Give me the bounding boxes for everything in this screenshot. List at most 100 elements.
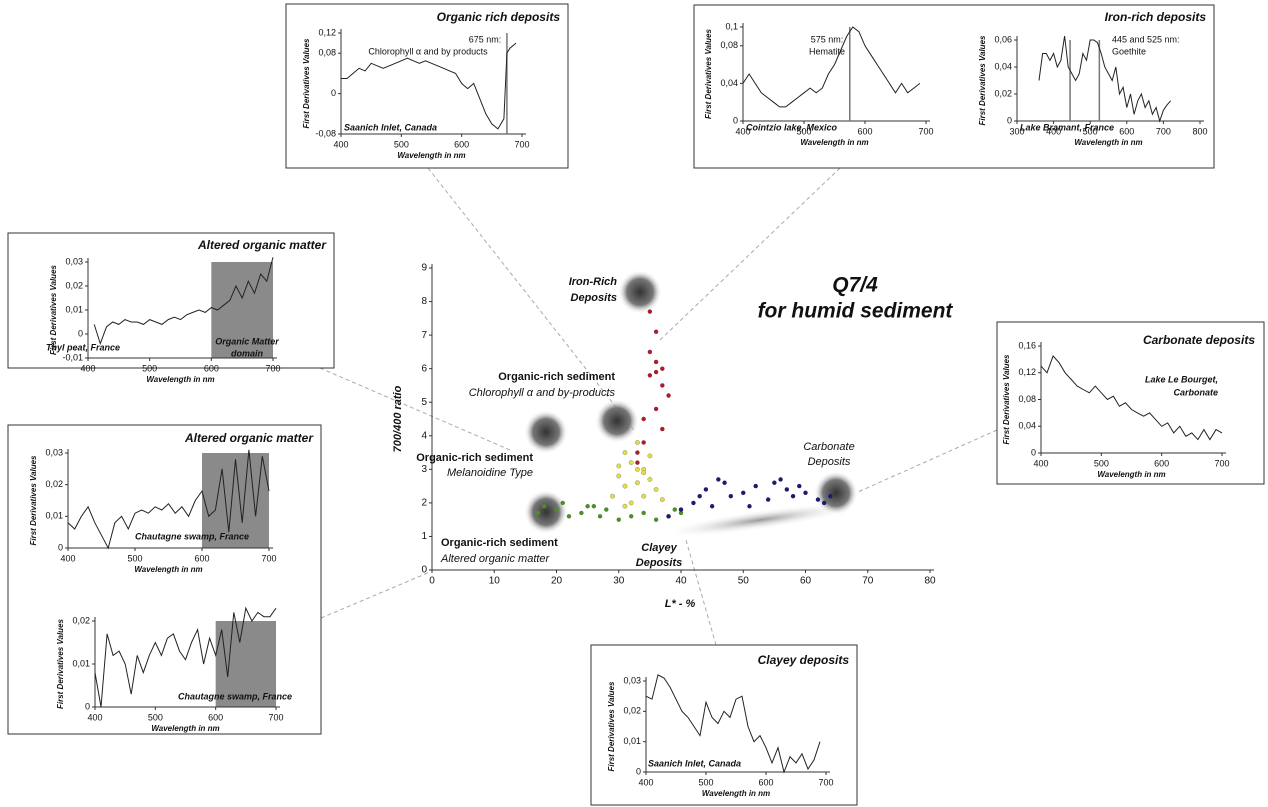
scatter-point bbox=[560, 500, 565, 506]
scatter-point bbox=[622, 483, 628, 489]
y-tick-label: 0,06 bbox=[994, 34, 1012, 44]
scatter-point bbox=[622, 503, 628, 509]
location-label: Saanich Inlet, Canada bbox=[648, 758, 741, 768]
y-tick-label: 0,03 bbox=[623, 675, 641, 685]
x-axis-label: Wavelength in nm bbox=[151, 724, 219, 733]
connector bbox=[685, 539, 717, 646]
scatter-point bbox=[697, 493, 702, 499]
y-tick-label: 0,08 bbox=[720, 40, 738, 50]
panel-box bbox=[285, 3, 569, 169]
scatter-point bbox=[647, 476, 653, 482]
scatter-point bbox=[678, 510, 684, 516]
x-axis-label: Wavelength in nm bbox=[146, 375, 214, 384]
x-tick-label: 400 bbox=[80, 363, 95, 373]
x-tick-label: 600 bbox=[1119, 126, 1134, 136]
scatter-point bbox=[784, 487, 790, 492]
scatter-point bbox=[747, 504, 752, 509]
y-tick-label: 0 bbox=[1031, 447, 1036, 457]
scatter-point bbox=[660, 426, 665, 432]
annotation: Organic-rich sediment bbox=[441, 537, 558, 549]
scatter-point bbox=[653, 487, 659, 492]
annotation: Lake Le Bourget, bbox=[1145, 374, 1218, 384]
annotation: Deposits bbox=[808, 456, 851, 468]
scatter-point bbox=[815, 497, 821, 502]
scatter-point bbox=[635, 450, 640, 455]
blob bbox=[524, 410, 568, 454]
annotation: Organic-rich sediment bbox=[498, 371, 615, 383]
x-tick-label: 500 bbox=[142, 363, 157, 373]
scatter-point bbox=[653, 517, 659, 522]
connector bbox=[320, 571, 431, 619]
annotation: Melanoidine Type bbox=[447, 467, 533, 479]
scatter-point bbox=[647, 453, 653, 459]
y-axis-label: First Derivatives Values bbox=[978, 35, 987, 126]
location-label: Saanich Inlet, Canada bbox=[344, 122, 437, 132]
x-axis-label: Wavelength in nm bbox=[134, 565, 202, 574]
x-axis-label: Wavelength in nm bbox=[1074, 138, 1142, 147]
y-axis-label: 700/400 ratio bbox=[392, 385, 404, 452]
panel-title: Clayey deposits bbox=[758, 653, 850, 667]
annotation: 675 nm: bbox=[469, 34, 502, 44]
connector bbox=[319, 367, 511, 451]
spectrum-line bbox=[742, 26, 921, 108]
y-tick-label: 0,1 bbox=[725, 21, 738, 31]
y-axis-label: First Derivatives Values bbox=[1002, 354, 1011, 445]
scatter-point bbox=[641, 416, 646, 422]
y-tick-label: 0,02 bbox=[45, 479, 63, 489]
x-tick-label: 400 bbox=[1033, 458, 1048, 468]
panel-box bbox=[693, 4, 1215, 169]
annotation: Deposits bbox=[636, 557, 682, 569]
shadow bbox=[660, 502, 860, 538]
x-tick-label: 700 bbox=[1214, 458, 1229, 468]
y-tick-label: 0,04 bbox=[720, 78, 738, 88]
scatter-point bbox=[828, 493, 833, 499]
x-tick-label: 500 bbox=[394, 139, 409, 149]
x-tick-label: 400 bbox=[87, 712, 102, 722]
x-axis-label: L* - % bbox=[665, 598, 696, 610]
scatter-point bbox=[541, 504, 547, 509]
scatter-point bbox=[641, 440, 646, 445]
scatter-point bbox=[635, 460, 640, 465]
spectrum-line bbox=[67, 449, 270, 550]
annotation: Hematite bbox=[809, 46, 845, 56]
y-tick-label: 2 bbox=[421, 498, 427, 509]
scatter-point bbox=[653, 329, 659, 334]
x-tick-label: 10 bbox=[489, 576, 501, 587]
annotation: Organic Matter bbox=[215, 336, 279, 346]
scatter-point bbox=[616, 463, 622, 469]
spectrum-line bbox=[1038, 35, 1172, 123]
x-tick-label: 20 bbox=[551, 576, 563, 587]
y-tick-label: 0,02 bbox=[623, 706, 641, 716]
scatter-point bbox=[616, 473, 622, 479]
x-tick-label: 700 bbox=[268, 712, 283, 722]
x-tick-label: 30 bbox=[613, 576, 625, 587]
scatter-point bbox=[803, 490, 808, 496]
scatter-point bbox=[778, 477, 783, 482]
y-tick-label: 0,08 bbox=[1018, 394, 1036, 404]
x-tick-label: 600 bbox=[857, 126, 872, 136]
y-axis-label: First Derivatives Values bbox=[607, 681, 616, 772]
scatter-point bbox=[585, 504, 590, 509]
annotation: Organic-rich sediment bbox=[416, 452, 533, 464]
x-tick-label: 500 bbox=[1083, 126, 1098, 136]
y-tick-label: 7 bbox=[421, 330, 427, 341]
scatter-point bbox=[703, 487, 709, 492]
y-axis-label: First Derivatives Values bbox=[704, 28, 713, 119]
annotation: 445 and 525 nm: bbox=[1112, 34, 1180, 44]
blob bbox=[814, 471, 858, 515]
x-tick-label: 500 bbox=[127, 553, 142, 563]
scatter-point bbox=[604, 507, 609, 512]
location-label: Chautagne swamp, France bbox=[135, 531, 249, 541]
scatter-point bbox=[635, 440, 640, 445]
blob bbox=[618, 270, 662, 314]
y-tick-label: -0,01 bbox=[62, 352, 83, 362]
y-tick-label: 5 bbox=[421, 397, 427, 408]
scatter-point bbox=[622, 450, 628, 455]
x-axis-label: Wavelength in nm bbox=[800, 138, 868, 147]
y-tick-label: 0 bbox=[733, 115, 738, 125]
scatter-point bbox=[660, 366, 665, 371]
x-tick-label: 400 bbox=[60, 553, 75, 563]
y-tick-label: 0 bbox=[85, 701, 90, 711]
x-tick-label: 700 bbox=[265, 363, 280, 373]
scatter-point bbox=[753, 483, 758, 489]
